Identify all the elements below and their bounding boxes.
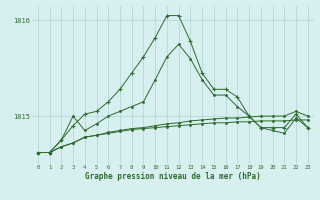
X-axis label: Graphe pression niveau de la mer (hPa): Graphe pression niveau de la mer (hPa) xyxy=(85,172,261,181)
